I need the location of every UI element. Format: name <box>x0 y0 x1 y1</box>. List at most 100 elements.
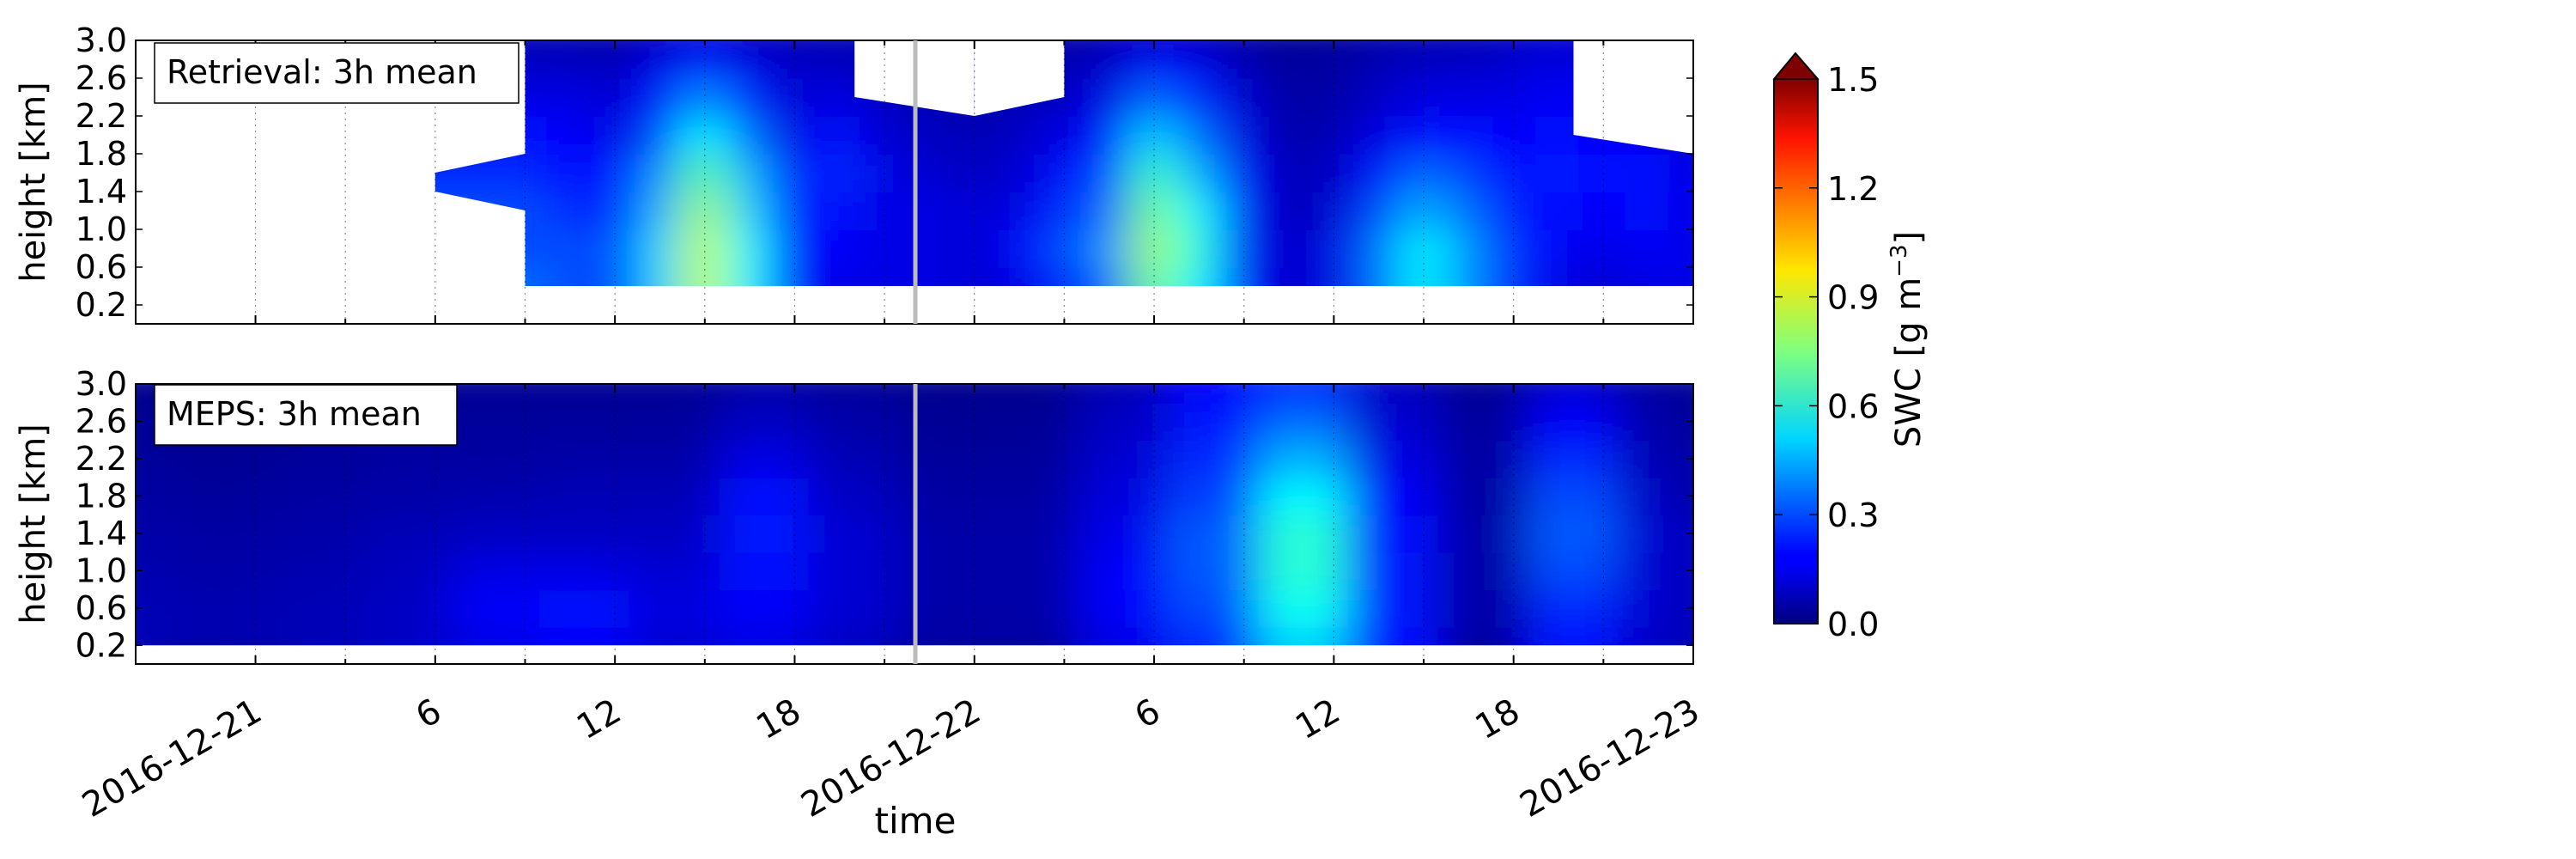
swc-cell <box>546 153 593 192</box>
swc-cell <box>1677 588 1693 628</box>
swc-cell <box>906 191 953 230</box>
swc-cell <box>449 514 541 553</box>
x-axis-label: time <box>875 800 957 842</box>
swc-cell <box>1220 228 1267 268</box>
swc-cell <box>808 514 901 553</box>
swc-cell <box>449 476 541 516</box>
swc-cell <box>1580 191 1627 230</box>
swc-cell <box>1220 153 1267 192</box>
swc-cell <box>1310 228 1358 268</box>
swc-cell <box>1258 401 1350 442</box>
y-tick-label: 1.8 <box>76 135 127 173</box>
swc-cell <box>179 551 271 591</box>
swc-cell <box>538 588 631 628</box>
swc-cell <box>1347 551 1440 591</box>
x-tick-label: 2016-12-21 <box>76 691 268 825</box>
swc-cell <box>1176 115 1223 155</box>
swc-cell <box>1085 77 1133 117</box>
swc-cell <box>1130 77 1178 117</box>
swc-cell <box>269 514 361 553</box>
swc-cell <box>1617 588 1680 628</box>
swc-cell <box>988 588 1080 628</box>
swc-cell <box>636 115 683 155</box>
swc-cell <box>681 115 728 155</box>
swc-cell <box>538 551 631 591</box>
colorbar-ticks: 0.0 0.3 0.6 0.9 1.2 1.5 <box>1774 61 1879 643</box>
y-tick-label: 2.2 <box>76 97 127 135</box>
swc-cell <box>1355 77 1402 117</box>
swc-cell <box>636 191 683 230</box>
swc-cell <box>449 384 541 404</box>
swc-cell <box>898 588 991 628</box>
swc-cell <box>1490 115 1537 155</box>
y-tick-label: 3.0 <box>76 21 127 59</box>
swc-cell <box>1347 439 1440 478</box>
swc-cell <box>771 77 818 117</box>
y-tick-label: 0.6 <box>76 248 127 286</box>
swc-cell <box>771 49 818 79</box>
swc-cell <box>726 40 774 51</box>
swc-cell <box>1168 384 1261 404</box>
swc-cell <box>1085 115 1133 155</box>
swc-cell <box>1265 49 1313 79</box>
swc-cell <box>1265 228 1313 268</box>
swc-cell <box>681 77 728 117</box>
swc-cell <box>726 153 774 192</box>
swc-cell <box>1220 115 1267 155</box>
swc-cell <box>681 228 728 268</box>
swc-cell <box>1669 228 1693 268</box>
swc-cell <box>988 384 1080 404</box>
swc-cell <box>1085 49 1133 79</box>
colorbar-gradient <box>1774 79 1818 624</box>
retrieval-x-ticks <box>254 40 1694 324</box>
swc-cell <box>1445 77 1492 117</box>
swc-cell <box>538 514 631 553</box>
swc-cell <box>1528 551 1619 591</box>
y-tick-label: 2.6 <box>76 402 127 440</box>
swc-cell <box>726 77 774 117</box>
colorbar-tick-label: 0.0 <box>1827 606 1879 643</box>
swc-cell <box>1347 476 1440 516</box>
swc-cell <box>1355 115 1402 155</box>
swc-cell <box>726 49 774 79</box>
swc-cell <box>771 153 818 192</box>
swc-cell <box>1528 476 1619 516</box>
swc-cell <box>816 228 863 268</box>
swc-cell <box>1085 228 1133 268</box>
colorbar-label: SWC [g m−3] <box>1886 231 1929 448</box>
swc-cell <box>719 439 811 478</box>
swc-cell <box>898 514 991 553</box>
swc-cell <box>1130 228 1178 268</box>
swc-cell <box>816 40 863 51</box>
swc-cell <box>808 551 901 591</box>
swc-cell <box>1445 153 1492 192</box>
swc-cell <box>1265 115 1313 155</box>
colorbar-tick-label: 0.6 <box>1827 387 1879 425</box>
swc-cell <box>1528 514 1619 553</box>
swc-cell <box>719 384 811 404</box>
x-tick-label: 6 <box>1128 691 1167 737</box>
colorbar-tick-label: 1.2 <box>1827 170 1879 208</box>
swc-cell <box>1490 153 1537 192</box>
swc-cell <box>1625 153 1672 192</box>
swc-cell <box>1041 228 1088 268</box>
swc-cell <box>1534 40 1583 51</box>
swc-cell <box>1176 77 1223 117</box>
swc-cell <box>906 228 953 268</box>
swc-cell <box>808 439 901 478</box>
swc-cell <box>1310 191 1358 230</box>
meps-y-axis-label: height [km] <box>14 423 53 624</box>
swc-cell <box>1265 40 1313 51</box>
swc-cell <box>988 476 1080 516</box>
y-tick-label: 0.2 <box>76 286 127 324</box>
swc-cell <box>636 153 683 192</box>
swc-cell <box>1078 439 1170 478</box>
swc-cell <box>629 476 721 516</box>
swc-cell <box>136 588 182 628</box>
swc-cell <box>636 77 683 117</box>
x-tick-label: 12 <box>1289 691 1346 747</box>
swc-cell <box>1490 49 1537 79</box>
colorbar-tick-label: 0.9 <box>1827 279 1879 317</box>
swc-cell <box>1400 115 1448 155</box>
swc-cell <box>726 115 774 155</box>
